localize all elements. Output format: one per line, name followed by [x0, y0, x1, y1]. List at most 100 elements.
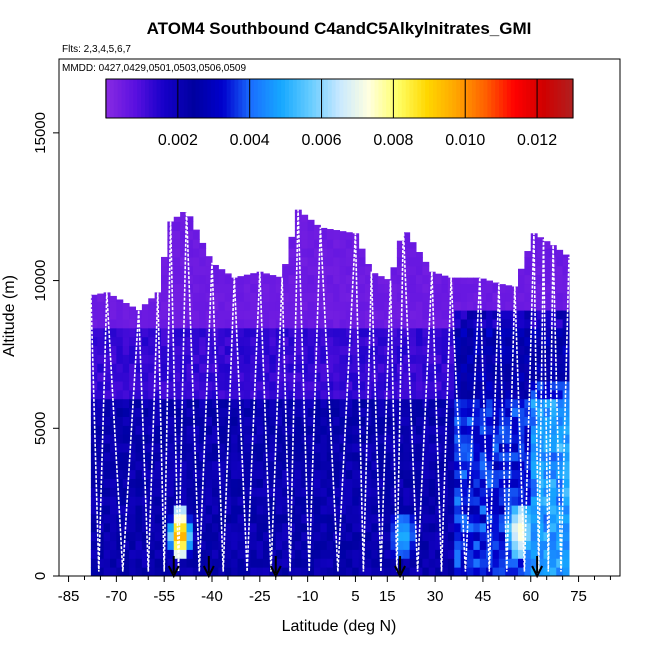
heatmap-cell	[396, 522, 404, 533]
heatmap-cell	[186, 221, 194, 231]
heatmap-cell	[352, 487, 360, 497]
heatmap-cell	[447, 505, 455, 515]
heatmap-cell	[333, 372, 341, 382]
heatmap-cell	[97, 540, 105, 550]
heatmap-cell	[154, 416, 162, 426]
heatmap-cell	[396, 274, 404, 285]
heatmap-cell	[173, 230, 181, 240]
heatmap-cell	[288, 239, 296, 249]
heatmap-cell	[135, 558, 143, 568]
colorbar-swatch	[285, 79, 290, 118]
heatmap-cell	[161, 434, 168, 444]
heatmap-cell	[269, 389, 277, 400]
heatmap-cell	[141, 372, 149, 382]
heatmap-cell	[365, 264, 372, 267]
heatmap-cell	[371, 327, 379, 338]
heatmap-cell	[180, 301, 188, 311]
heatmap-cell	[556, 487, 564, 497]
heatmap-cell	[345, 540, 353, 550]
heatmap-cell	[301, 567, 309, 577]
heatmap-cell	[447, 513, 455, 524]
heatmap-cell	[524, 283, 532, 293]
heatmap-cell	[161, 416, 168, 426]
heatmap-cell	[122, 336, 130, 347]
heatmap-cell	[173, 434, 181, 444]
heatmap-cell	[116, 310, 124, 320]
colorbar-swatch	[125, 79, 130, 118]
heatmap-cell	[549, 567, 557, 577]
heatmap-cell	[326, 230, 334, 240]
heatmap-cell	[212, 451, 219, 462]
heatmap-cell	[129, 345, 137, 355]
heatmap-cell	[435, 567, 443, 577]
heatmap-cell	[518, 363, 525, 373]
heatmap-cell	[556, 460, 564, 471]
heatmap-cell	[161, 301, 168, 311]
heatmap-cell	[122, 389, 130, 400]
heatmap-cell	[314, 345, 321, 355]
heatmap-cell	[518, 268, 525, 276]
heatmap-cell	[422, 531, 430, 542]
heatmap-cell	[243, 487, 251, 497]
heatmap-cell	[333, 318, 341, 329]
heatmap-cell	[116, 469, 124, 480]
heatmap-cell	[129, 522, 137, 533]
heatmap-cell	[511, 363, 519, 373]
heatmap-cell	[269, 460, 277, 471]
heatmap-cell	[511, 416, 519, 426]
heatmap-cell	[441, 558, 449, 568]
heatmap-cell	[454, 567, 462, 577]
heatmap-cell	[294, 310, 302, 320]
heatmap-cell	[243, 354, 251, 364]
heatmap-cell	[498, 469, 506, 480]
heatmap-cell	[256, 496, 264, 506]
heatmap-cell	[460, 363, 468, 373]
heatmap-cell	[530, 318, 538, 329]
heatmap-cell	[103, 443, 111, 453]
heatmap-cell	[314, 381, 321, 391]
heatmap-cell	[524, 549, 532, 559]
heatmap-cell	[237, 327, 245, 338]
heatmap-cell	[358, 318, 366, 329]
heatmap-cell	[250, 274, 258, 285]
heatmap-cell	[116, 460, 124, 471]
heatmap-cell	[180, 345, 188, 355]
heatmap-cell	[479, 567, 487, 577]
heatmap-cell	[377, 354, 385, 364]
heatmap-cell	[122, 416, 130, 426]
heatmap-cell	[543, 372, 551, 382]
heatmap-cell	[562, 398, 570, 409]
heatmap-cell	[454, 363, 462, 373]
heatmap-cell	[122, 372, 130, 382]
heatmap-cell	[422, 318, 430, 329]
heatmap-cell	[116, 398, 124, 409]
heatmap-cell	[543, 265, 551, 276]
heatmap-cell	[135, 398, 143, 409]
heatmap-cell	[263, 398, 270, 409]
heatmap-cell	[505, 460, 513, 471]
heatmap-cell	[237, 531, 245, 542]
heatmap-cell	[454, 318, 462, 329]
heatmap-cell	[390, 558, 398, 568]
heatmap-cell	[135, 416, 143, 426]
heatmap-cell	[345, 487, 353, 497]
heatmap-cell	[141, 531, 149, 542]
heatmap-cell	[263, 389, 270, 400]
heatmap-cell	[524, 381, 532, 391]
heatmap-cell	[314, 310, 321, 320]
heatmap-cell	[518, 531, 525, 542]
heatmap-cell	[320, 301, 328, 311]
heatmap-cell	[390, 363, 398, 373]
heatmap-cell	[173, 469, 181, 480]
heatmap-cell	[447, 531, 455, 542]
heatmap-cell	[205, 372, 213, 382]
heatmap-cell	[282, 469, 290, 480]
heatmap-cell	[492, 460, 500, 471]
heatmap-cell	[371, 336, 379, 347]
heatmap-cell	[549, 336, 557, 347]
heatmap-cell	[167, 327, 175, 338]
heatmap-cell	[122, 443, 130, 453]
heatmap-cell	[416, 460, 423, 471]
heatmap-cell	[154, 425, 162, 435]
heatmap-cell	[167, 451, 175, 462]
